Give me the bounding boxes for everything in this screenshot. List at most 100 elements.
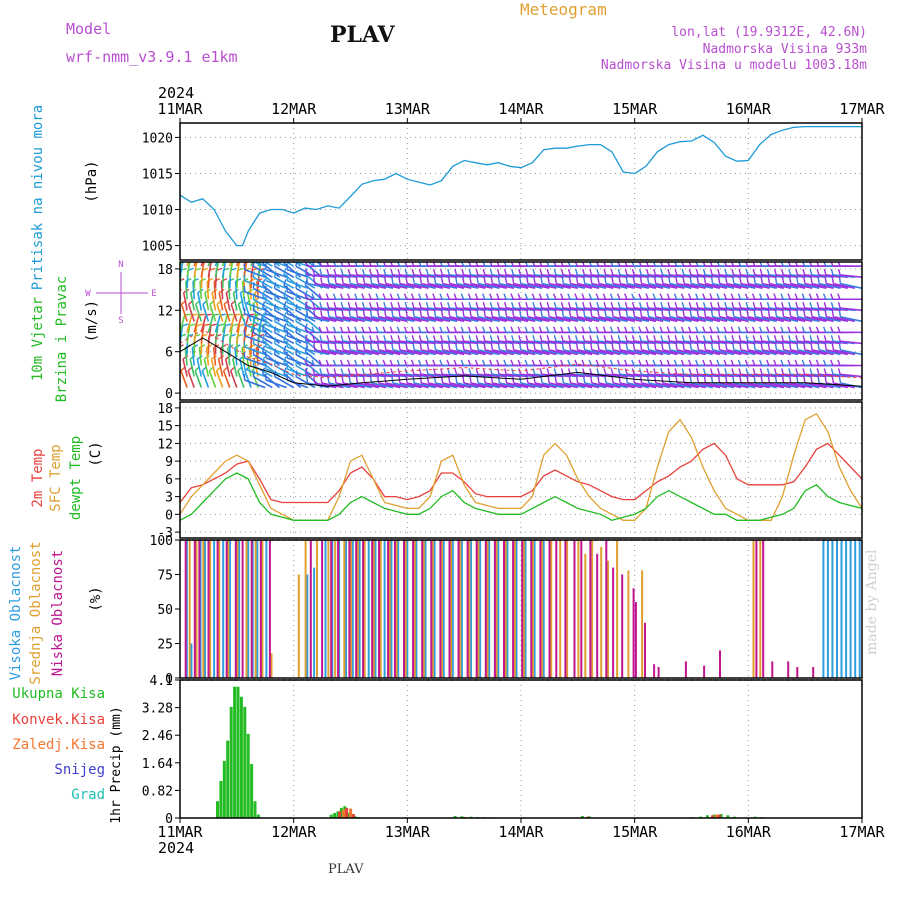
panel-frame-temperature [179, 401, 863, 539]
wind-barb-feather [339, 293, 344, 300]
wind-barb-feather [295, 262, 298, 267]
wind-barb-feather [439, 326, 443, 333]
wind-barb-feather [766, 293, 770, 300]
series-line-dewpt [179, 472, 863, 521]
wind-barb-feather [339, 326, 344, 333]
wind-barb [236, 262, 239, 267]
wind-barb-feather [524, 293, 529, 300]
wind-barb-feather [405, 343, 408, 350]
bar-mid_cloud [422, 540, 425, 678]
wind-barb-feather [554, 376, 558, 384]
wind-barb-feather [418, 302, 422, 309]
wind-barb-feather [603, 262, 607, 267]
wind-barb-feather [519, 376, 522, 384]
wind-barb-feather [838, 376, 842, 384]
wind-barb-feather [624, 268, 628, 276]
wind-barb [520, 315, 543, 323]
wind-barb-feather [512, 277, 515, 284]
wind-barb-feather [273, 304, 277, 311]
wind-barb-feather [766, 368, 770, 375]
wind-barb [244, 335, 266, 345]
wind-barb-feather [448, 376, 451, 384]
wind-barb-feather [709, 368, 713, 375]
wind-barb [662, 315, 685, 323]
wind-barb [840, 349, 862, 356]
wind-barb [193, 325, 198, 344]
wind-barb-feather [817, 277, 820, 284]
wind-barb-feather [631, 302, 635, 309]
wind-barb-feather [354, 326, 358, 333]
bar-low_cloud [225, 540, 228, 678]
wind-barb-feather [752, 268, 756, 276]
bar-high_cloud [374, 540, 377, 678]
wind-barb-feather [533, 310, 536, 317]
wind-barb-feather [767, 277, 771, 284]
wind-barb-feather [361, 335, 365, 342]
wind-barb [804, 382, 827, 389]
wind-barb-feather [787, 359, 791, 366]
wind-barb-feather [261, 345, 266, 352]
wind-barb-feather [517, 359, 521, 366]
bar-high_cloud [849, 540, 852, 678]
wind-barb [833, 282, 856, 290]
wind-barb-feather [796, 343, 799, 350]
wind-barb-feather [638, 326, 642, 333]
wind-barb-feather [461, 262, 465, 267]
bar-precip_total [460, 816, 464, 818]
product-title: Meteogram [520, 0, 607, 19]
bar-precip_total [453, 816, 457, 818]
wind-barb-feather [384, 310, 387, 317]
wind-barb-feather [518, 335, 522, 342]
compass-n: N [118, 260, 123, 270]
wind-barb-feather [354, 268, 358, 276]
elevation-label: Nadmorska Visina 933m [702, 42, 867, 57]
wind-barb-feather [432, 268, 436, 276]
wind-barb [196, 358, 203, 377]
wind-barb-feather [418, 359, 422, 366]
footer-station: PLAV [328, 862, 364, 877]
wind-barb-feather [318, 293, 323, 300]
wind-barb-feather [659, 293, 664, 300]
wind-barb-feather [383, 335, 387, 342]
wind-barb-feather [476, 343, 479, 350]
wind-barb [691, 282, 713, 290]
wind-barb [335, 315, 358, 323]
precip-axis-title: 1hr Precip (mm) [109, 706, 124, 823]
wind-barb-feather [275, 249, 276, 255]
wind-barb [655, 349, 678, 356]
wind-barb-feather [753, 310, 756, 317]
wind-barb-feather [203, 323, 210, 327]
wind-barb-feather [462, 376, 465, 384]
wind-barb-feather [369, 343, 373, 350]
wind-barb [783, 315, 806, 323]
wind-barb [244, 279, 266, 289]
bar-low_cloud [421, 540, 424, 678]
wind-barb-feather [723, 359, 727, 366]
wind-barb-feather [283, 356, 287, 363]
wind-barb-feather [283, 268, 287, 275]
bar-low_cloud [530, 540, 533, 678]
wind-barb [790, 349, 813, 356]
wind-barb [286, 302, 309, 312]
bar-precip_total [253, 801, 257, 818]
bar-low_cloud [371, 540, 374, 678]
wind-barb-feather [389, 326, 394, 333]
wind-barb [733, 282, 756, 290]
bar-low_cloud [337, 540, 340, 678]
wind-barb-feather [355, 343, 359, 350]
bar-high_cloud [488, 540, 491, 678]
wind-barb [207, 262, 211, 267]
wind-barb [208, 370, 217, 388]
wind-barb-feather [745, 335, 749, 342]
wind-barb [244, 303, 252, 322]
wind-barb-feather [174, 367, 179, 371]
wind-barb [804, 282, 827, 290]
wind-barb [804, 315, 827, 323]
bar-low_cloud [234, 540, 237, 678]
wind-barb [357, 382, 380, 389]
wind-barb [385, 382, 408, 389]
wind-barb [762, 315, 785, 323]
wind-barb-feather [249, 278, 256, 282]
wind-barb-feather [696, 277, 700, 284]
year-label-bottom: 2024 [158, 839, 194, 857]
